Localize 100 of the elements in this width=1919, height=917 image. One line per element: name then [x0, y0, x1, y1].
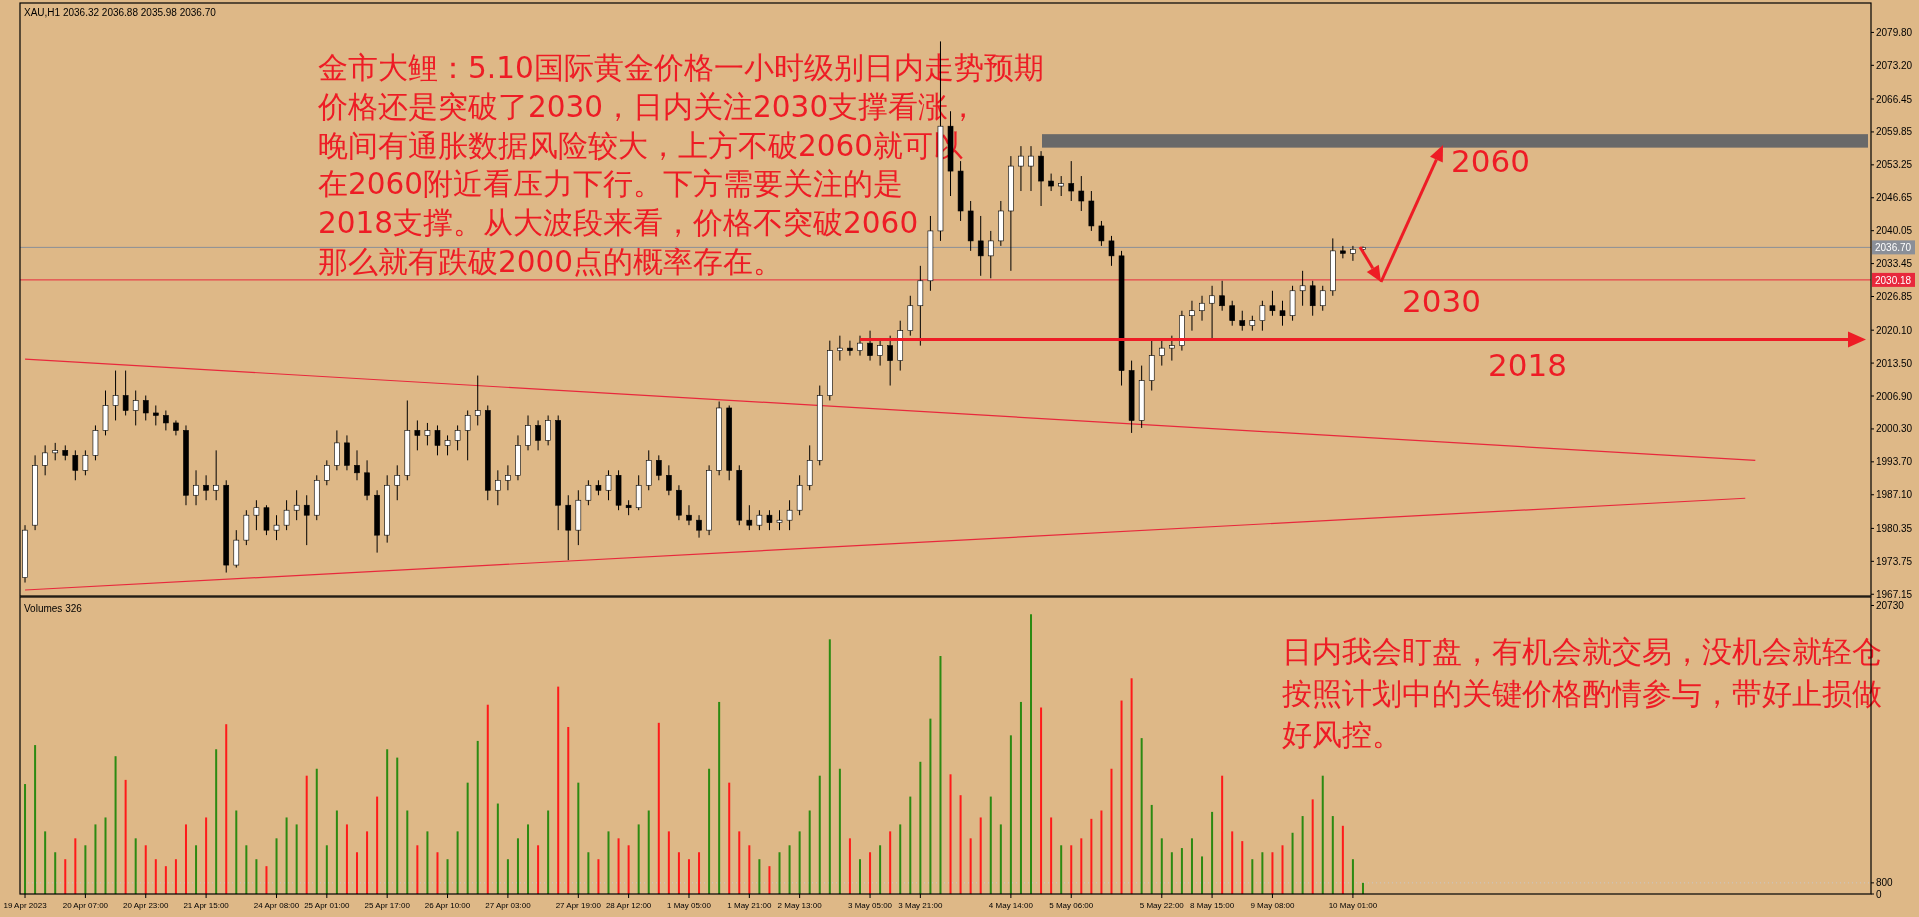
candlestick — [364, 459, 370, 501]
x-tick-label: 4 May 14:00 — [988, 901, 1034, 910]
bar — [718, 701, 721, 894]
bar — [979, 817, 982, 894]
annotation: 2060 — [1451, 142, 1530, 179]
bar — [396, 757, 399, 894]
bar — [406, 810, 409, 894]
candlestick — [1279, 300, 1286, 327]
bar — [285, 817, 288, 894]
candlestick — [1028, 145, 1034, 192]
bar — [828, 639, 831, 894]
candlestick — [656, 454, 662, 481]
candlestick — [1158, 340, 1165, 367]
y-tick-label: 800 — [1876, 877, 1894, 889]
x-tick-label: 24 Apr 08:00 — [253, 901, 300, 910]
y-tick-label: 2066.45 — [1876, 93, 1913, 105]
x-tick-label: 21 Apr 15:00 — [183, 901, 230, 910]
bar — [778, 852, 781, 894]
x-tick-label: 25 Apr 17:00 — [364, 901, 411, 910]
candlestick — [72, 449, 79, 481]
bar — [54, 852, 57, 894]
bar — [225, 724, 228, 894]
bar — [265, 866, 268, 894]
candlestick — [977, 215, 984, 277]
candlestick — [1350, 245, 1356, 262]
candlestick — [1239, 310, 1246, 332]
bar — [476, 740, 479, 894]
y-tick-label: 1967.15 — [1876, 588, 1913, 600]
bar — [34, 745, 37, 894]
candlestick — [1078, 175, 1085, 212]
bar — [768, 866, 771, 894]
bar — [466, 782, 469, 894]
bar — [386, 749, 389, 894]
bar — [1251, 859, 1254, 894]
bar — [557, 686, 560, 894]
candlestick — [545, 414, 551, 446]
candlestick — [766, 509, 773, 531]
candlestick — [153, 404, 159, 426]
bar — [708, 768, 711, 894]
candlestick — [525, 414, 531, 451]
bar — [446, 859, 449, 894]
bar — [335, 810, 338, 894]
bar — [597, 859, 600, 894]
x-tick-label: 5 May 06:00 — [1049, 901, 1094, 910]
candlestick — [163, 409, 169, 431]
bar — [1341, 825, 1344, 894]
y-tick-label: 2033.45 — [1876, 258, 1913, 270]
text: Volumes 326 — [24, 603, 83, 614]
bar — [818, 775, 821, 894]
bar — [919, 761, 922, 894]
x-tick-label: 10 May 01:00 — [1328, 901, 1378, 910]
bar — [858, 859, 861, 894]
bar — [929, 718, 932, 894]
bar — [607, 831, 610, 894]
bar — [869, 852, 872, 894]
candlestick — [444, 434, 451, 456]
bar — [1070, 845, 1073, 894]
bar — [1150, 804, 1153, 894]
bar — [667, 831, 670, 894]
bar — [617, 838, 620, 894]
candlestick — [1098, 220, 1105, 247]
candlestick — [354, 449, 360, 481]
y-tick-label: 2013.50 — [1876, 357, 1913, 369]
bar — [748, 845, 751, 894]
bar — [838, 768, 841, 894]
bar — [1110, 768, 1113, 894]
candlestick — [132, 390, 139, 426]
candlestick — [324, 459, 330, 486]
bar — [728, 782, 731, 894]
y-tick-label: 2073.20 — [1876, 59, 1913, 71]
bar — [436, 852, 439, 894]
candlestick — [1108, 235, 1115, 267]
bar — [325, 845, 328, 894]
bar — [496, 803, 499, 894]
candlestick — [1269, 290, 1276, 317]
y-tick-label: 2006.90 — [1876, 390, 1913, 402]
bar — [1120, 700, 1123, 894]
candlestick — [585, 479, 592, 506]
y-tick-label: 2053.25 — [1876, 159, 1913, 171]
bar — [1140, 738, 1143, 894]
candlestick — [193, 469, 199, 506]
bar — [627, 845, 630, 894]
bar — [537, 845, 540, 894]
candlestick — [1169, 335, 1175, 362]
x-tick-label: 20 Apr 23:00 — [123, 901, 169, 910]
candlestick — [887, 335, 893, 387]
x-tick-label: 19 Apr 2023 — [3, 901, 48, 910]
bar — [959, 795, 962, 894]
x-tick-label: 1 May 05:00 — [666, 901, 712, 910]
annotation: 2030 — [1402, 283, 1481, 319]
candlestick — [394, 464, 401, 501]
y-tick-label: 2079.80 — [1876, 26, 1913, 38]
y-tick-label: 1980.35 — [1876, 522, 1913, 534]
bar — [124, 779, 127, 894]
candlestick — [1199, 295, 1205, 322]
x-tick-label: 25 Apr 01:00 — [304, 901, 351, 910]
y-tick-label: 1973.75 — [1876, 555, 1913, 567]
bar — [24, 784, 27, 894]
bar — [547, 810, 550, 894]
candlestick — [877, 340, 883, 367]
